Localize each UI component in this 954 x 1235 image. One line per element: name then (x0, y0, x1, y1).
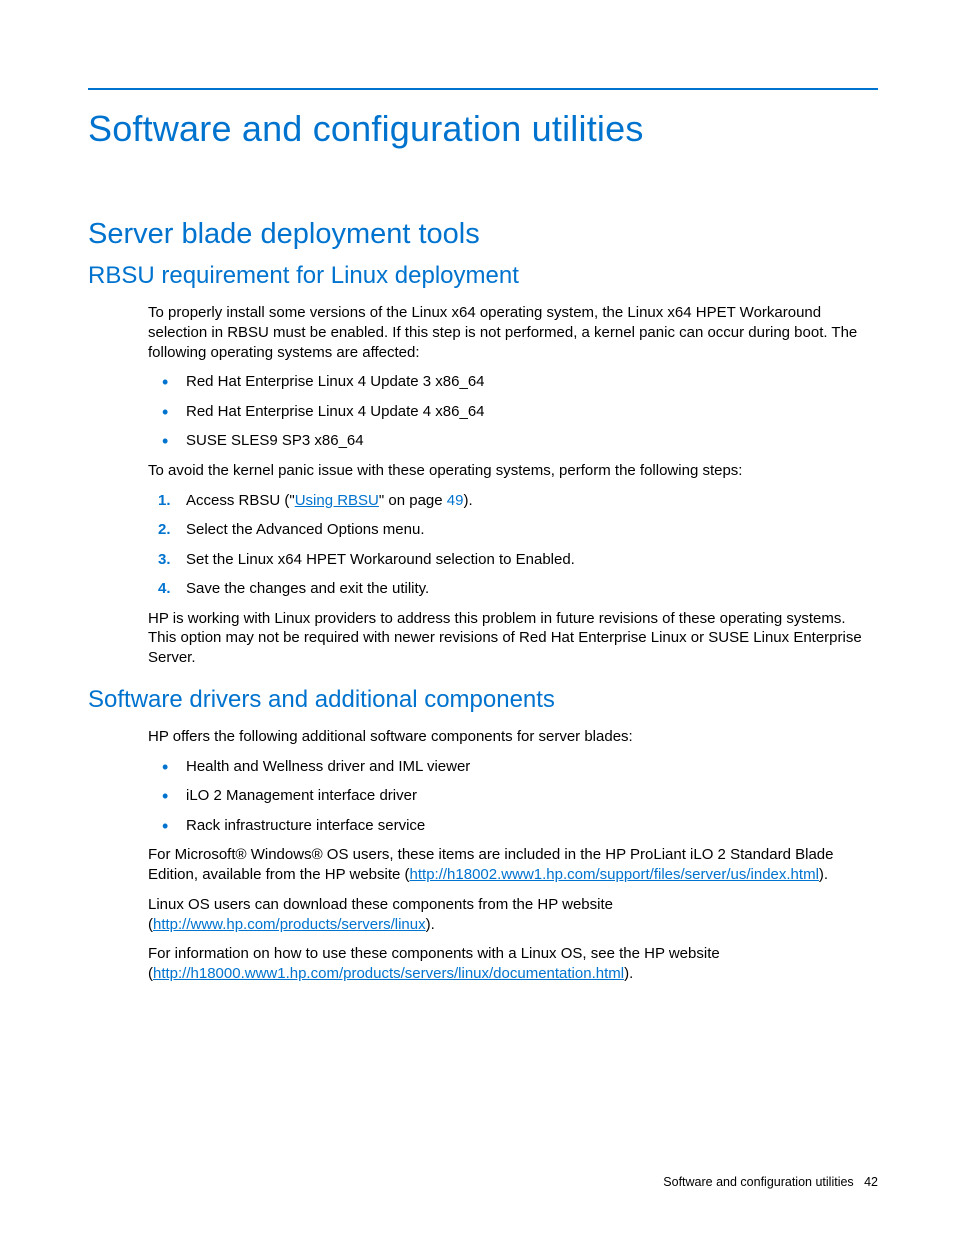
step-text: " on page (379, 492, 447, 509)
rbsu-body: To properly install some versions of the… (148, 303, 874, 668)
para-text: ). (819, 866, 828, 883)
list-item: Rack infrastructure interface service (148, 816, 874, 836)
list-item: iLO 2 Management interface driver (148, 786, 874, 806)
list-item: SUSE SLES9 SP3 x86_64 (148, 431, 874, 451)
components-list: Health and Wellness driver and IML viewe… (148, 757, 874, 836)
para-intro: To properly install some versions of the… (148, 303, 874, 362)
affected-os-list: Red Hat Enterprise Linux 4 Update 3 x86_… (148, 372, 874, 451)
step-item: Access RBSU ("Using RBSU" on page 49). (148, 491, 874, 511)
steps-list: Access RBSU ("Using RBSU" on page 49). S… (148, 491, 874, 599)
para-text: ). (624, 965, 633, 982)
footer-page-number: 42 (864, 1175, 878, 1189)
page: Software and configuration utilities Ser… (0, 0, 954, 1235)
page-title: Software and configuration utilities (88, 108, 878, 149)
link-hp-linux-docs[interactable]: http://h18000.www1.hp.com/products/serve… (153, 965, 624, 982)
para-ms-windows: For Microsoft® Windows® OS users, these … (148, 845, 874, 885)
para-linux-download: Linux OS users can download these compon… (148, 895, 874, 935)
page-footer: Software and configuration utilities 42 (663, 1175, 878, 1189)
section-heading-deployment-tools: Server blade deployment tools (88, 217, 878, 252)
list-item: Health and Wellness driver and IML viewe… (148, 757, 874, 777)
para-offers: HP offers the following additional softw… (148, 727, 874, 747)
step-text: Access RBSU (" (186, 492, 295, 509)
xref-page-number[interactable]: 49 (447, 492, 464, 509)
link-hp-linux-products[interactable]: http://www.hp.com/products/servers/linux (153, 916, 426, 933)
para-avoid: To avoid the kernel panic issue with the… (148, 461, 874, 481)
link-hp-support-files[interactable]: http://h18002.www1.hp.com/support/files/… (410, 866, 819, 883)
subsection-heading-rbsu: RBSU requirement for Linux deployment (88, 262, 878, 291)
drivers-body: HP offers the following additional softw… (148, 727, 874, 984)
para-hp-working: HP is working with Linux providers to ad… (148, 609, 874, 668)
step-text: ). (463, 492, 472, 509)
list-item: Red Hat Enterprise Linux 4 Update 4 x86_… (148, 402, 874, 422)
step-item: Set the Linux x64 HPET Workaround select… (148, 550, 874, 570)
xref-using-rbsu[interactable]: Using RBSU (295, 492, 379, 509)
footer-section-label: Software and configuration utilities (663, 1175, 853, 1189)
top-rule (88, 88, 878, 90)
para-linux-info: For information on how to use these comp… (148, 944, 874, 984)
list-item: Red Hat Enterprise Linux 4 Update 3 x86_… (148, 372, 874, 392)
para-text: ). (426, 916, 435, 933)
subsection-heading-drivers: Software drivers and additional componen… (88, 686, 878, 715)
step-item: Select the Advanced Options menu. (148, 520, 874, 540)
step-item: Save the changes and exit the utility. (148, 579, 874, 599)
